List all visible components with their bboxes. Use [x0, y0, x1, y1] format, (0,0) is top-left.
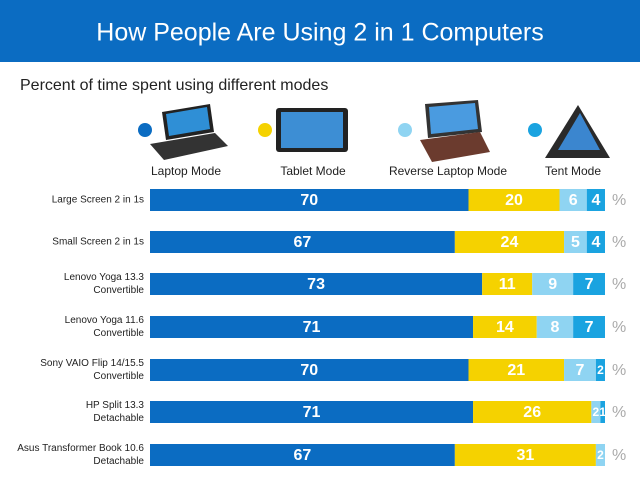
value-label: 67: [294, 234, 312, 251]
value-label: 21: [507, 362, 525, 379]
value-label: 4: [591, 234, 600, 251]
unit-label: %: [612, 234, 626, 251]
bar-segment: [150, 273, 483, 295]
legend-label: Tablet Mode: [280, 164, 346, 178]
unit-label: %: [612, 404, 626, 421]
category-label: Large Screen 2 in 1s: [51, 194, 144, 206]
category-label: Asus Transformer Book 10.6 Detachable: [17, 443, 144, 467]
value-label: 2: [593, 405, 600, 419]
value-label: 71: [303, 404, 321, 421]
value-label: 73: [307, 276, 325, 293]
laptop-icon: [150, 104, 228, 160]
value-label: 8: [550, 319, 559, 336]
bar-segment: [468, 189, 560, 211]
legend-swatch: [138, 123, 152, 137]
bar-segment: [150, 359, 469, 381]
reverse-laptop-icon: [420, 100, 490, 162]
bar-segment: [473, 316, 537, 338]
legend-swatch: [258, 123, 272, 137]
value-label: 26: [523, 404, 541, 421]
bar-segment: [591, 401, 601, 423]
category-label: Lenovo Yoga 13.3 Convertible: [63, 272, 144, 296]
legend-label: Reverse Laptop Mode: [389, 164, 507, 178]
value-label: 6: [569, 192, 578, 209]
legend-swatch: [398, 123, 412, 137]
bar-segment: [473, 401, 592, 423]
bar-segment: [564, 359, 596, 381]
bar-segment: [468, 359, 565, 381]
value-label: 5: [571, 234, 580, 251]
value-label: 4: [591, 192, 600, 209]
bar-segment: [532, 273, 574, 295]
value-label: 2: [597, 363, 604, 377]
unit-label: %: [612, 192, 626, 209]
unit-label: %: [612, 319, 626, 336]
bar-segment: [573, 316, 605, 338]
bar-segment: [573, 273, 605, 295]
bar-segment: [454, 444, 596, 466]
value-label: 70: [300, 362, 318, 379]
value-label: 31: [516, 447, 534, 464]
value-label: 70: [300, 192, 318, 209]
value-label: 20: [505, 192, 523, 209]
bar-segment: [150, 444, 455, 466]
bar-segment: [150, 316, 474, 338]
legend-swatch: [528, 123, 542, 137]
bar-segment: [595, 359, 605, 381]
bar-segment: [559, 189, 587, 211]
category-label: Sony VAIO Flip 14/15.5 Convertible: [40, 358, 144, 382]
unit-label: %: [612, 362, 626, 379]
bar-segment: [600, 401, 605, 423]
header-band: [0, 0, 640, 62]
legend-label: Laptop Mode: [151, 164, 221, 178]
unit-label: %: [612, 447, 626, 464]
value-label: 67: [294, 447, 312, 464]
category-label: Small Screen 2 in 1s: [52, 236, 144, 248]
bar-segment: [150, 189, 469, 211]
bar-segment: [536, 316, 574, 338]
category-label: HP Split 13.3 Detachable: [85, 400, 144, 424]
value-label: 7: [585, 319, 594, 336]
value-label: 14: [496, 319, 514, 336]
bar-segment: [564, 231, 587, 253]
value-label: 2: [597, 448, 604, 462]
bar-segment: [150, 401, 474, 423]
unit-label: %: [612, 276, 626, 293]
legend-label: Tent Mode: [545, 164, 601, 178]
value-label: 1: [599, 405, 606, 419]
tablet-icon: [276, 108, 348, 152]
bar-segment: [595, 444, 605, 466]
bar-segment: [454, 231, 565, 253]
chart-title: How People Are Using 2 in 1 Computers: [96, 19, 543, 47]
tent-mode-icon: [545, 105, 610, 158]
bar-segment: [150, 231, 455, 253]
value-label: 9: [548, 276, 557, 293]
bar-segment: [586, 189, 605, 211]
value-label: 71: [303, 319, 321, 336]
value-label: 7: [576, 362, 585, 379]
value-label: 11: [499, 276, 516, 293]
value-label: 24: [501, 234, 519, 251]
value-label: 7: [585, 276, 594, 293]
category-label: Lenovo Yoga 11.6 Convertible: [64, 315, 144, 339]
bar-segment: [482, 273, 533, 295]
chart-subtitle: Percent of time spent using different mo…: [20, 77, 328, 94]
bar-segment: [586, 231, 605, 253]
